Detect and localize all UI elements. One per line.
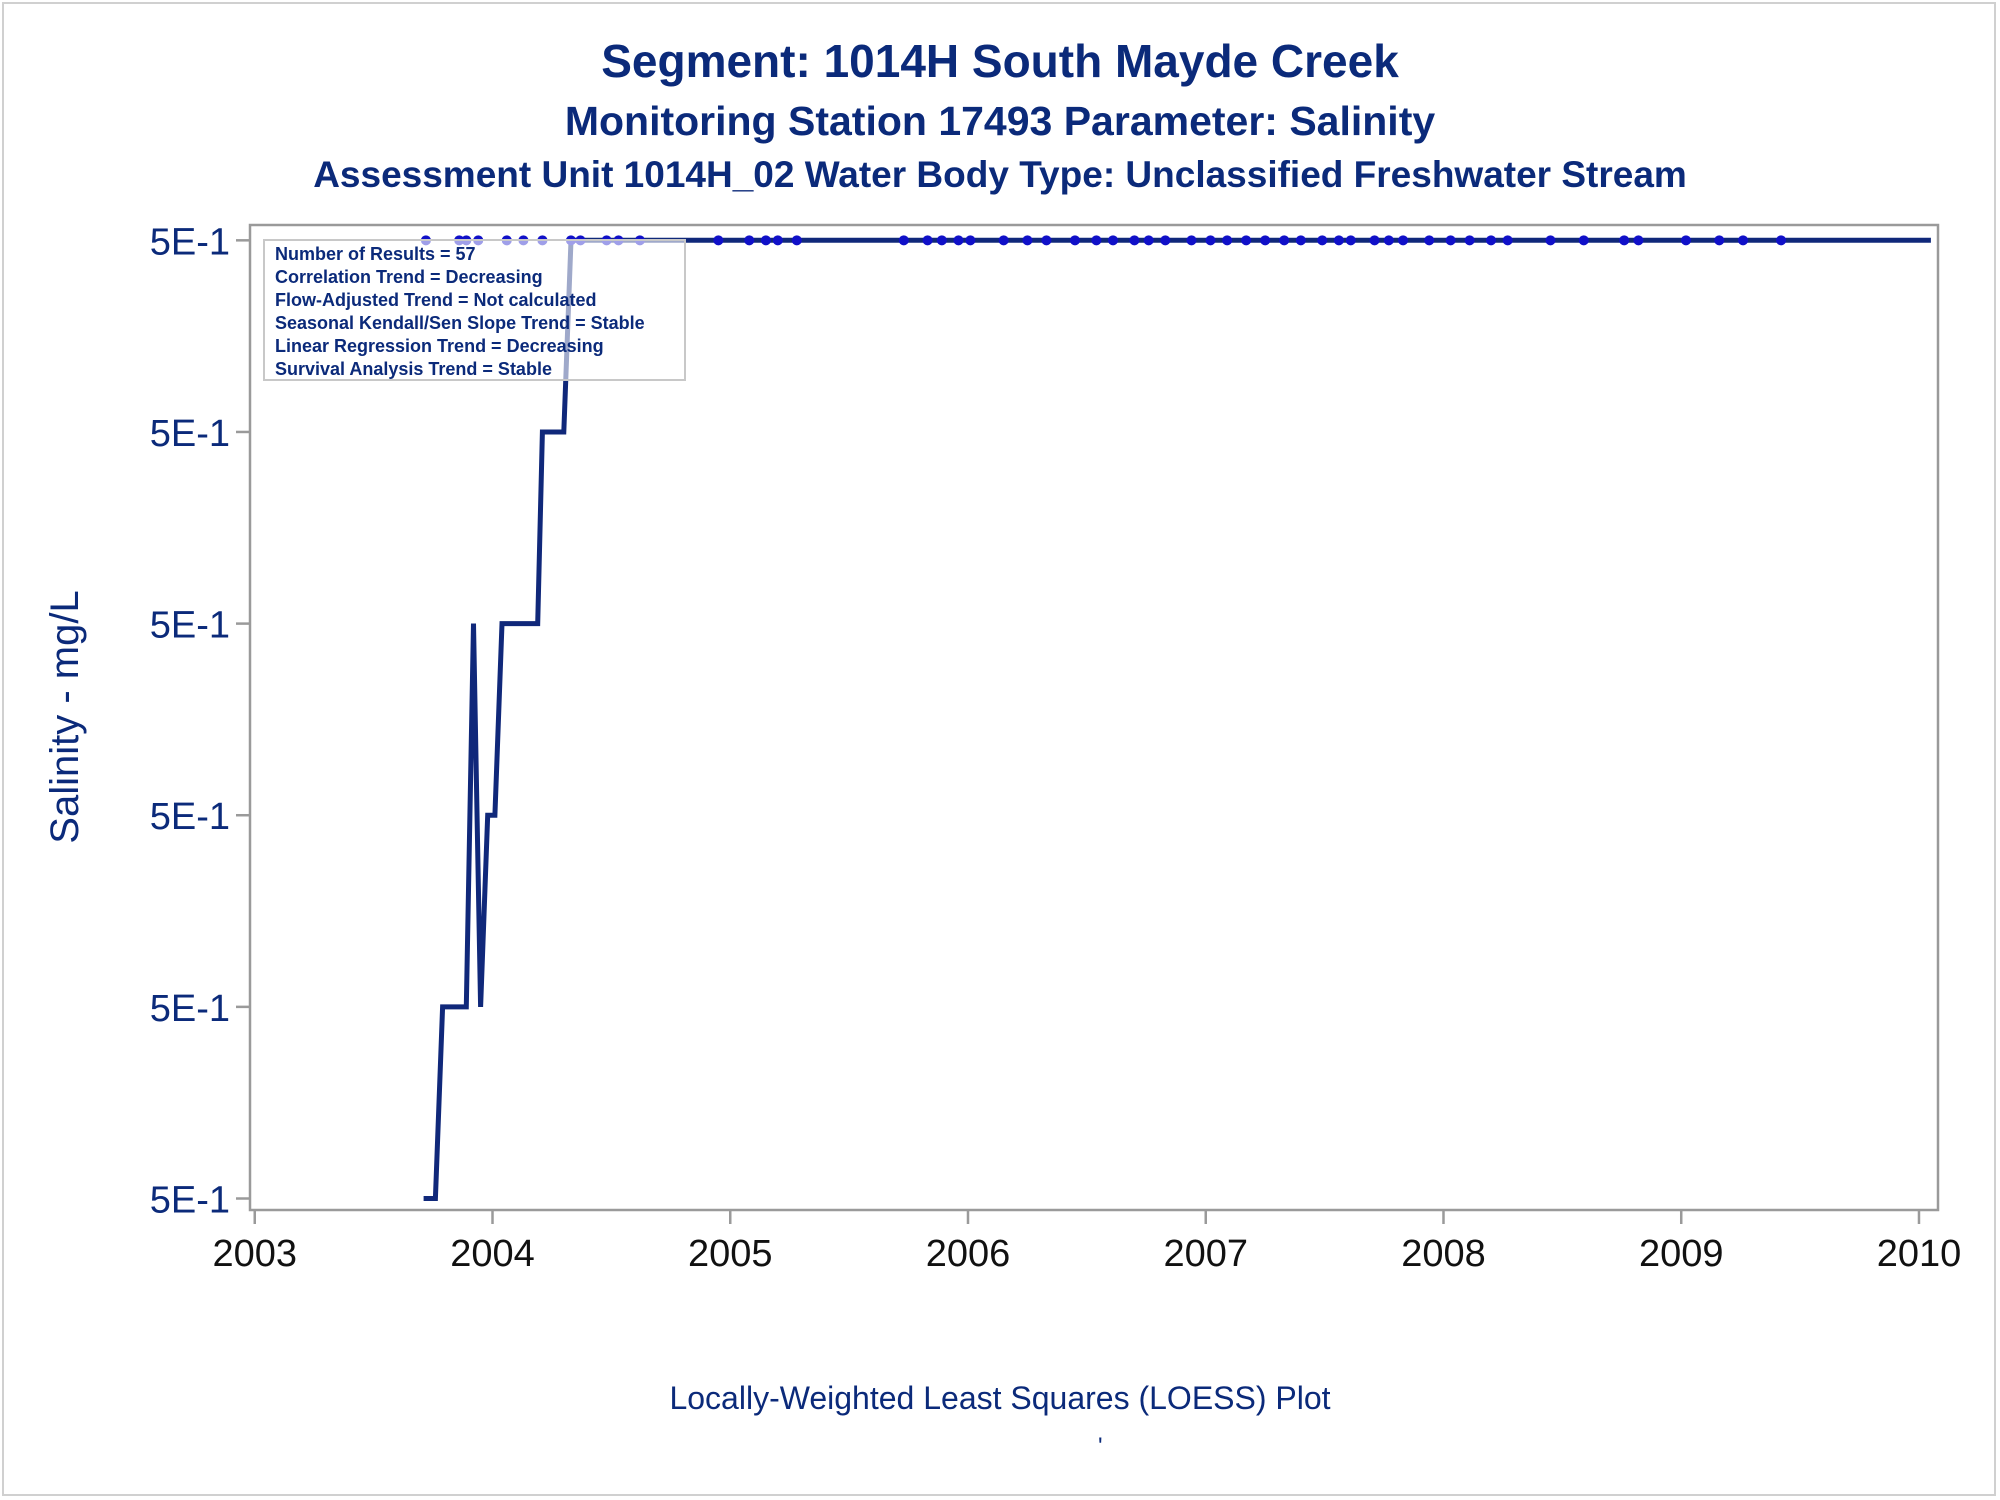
data-point — [1383, 235, 1394, 246]
data-point — [1317, 235, 1328, 246]
data-point — [1041, 235, 1052, 246]
stats-line: Linear Regression Trend = Decreasing — [275, 336, 604, 356]
x-tick-label: 2005 — [688, 1233, 773, 1275]
x-tick-label: 2009 — [1639, 1233, 1724, 1275]
data-point — [1464, 235, 1475, 246]
y-tick-label: 5E-1 — [150, 1180, 230, 1222]
data-point — [1680, 235, 1691, 246]
x-tick-label: 2006 — [926, 1233, 1011, 1275]
chart-title: Segment: 1014H South Mayde Creek — [601, 35, 1399, 87]
stats-line: Number of Results = 57 — [275, 244, 476, 264]
plot-area — [248, 223, 1940, 1212]
x-tick-label: 2003 — [212, 1233, 297, 1275]
data-point — [1345, 235, 1356, 246]
y-tick-label: 5E-1 — [150, 413, 230, 455]
data-point — [1502, 235, 1513, 246]
chart-footnote: Locally-Weighted Least Squares (LOESS) P… — [669, 1380, 1331, 1416]
data-point — [713, 235, 724, 246]
data-point — [1091, 235, 1102, 246]
data-point — [1486, 235, 1497, 246]
trend-statistics-box: Number of Results = 57 Correlation Trend … — [263, 239, 686, 381]
data-point — [998, 235, 1009, 246]
data-point — [1205, 235, 1216, 246]
chart-subtitle: Monitoring Station 17493 Parameter: Sali… — [564, 98, 1436, 144]
data-point — [1241, 235, 1252, 246]
data-point — [1398, 235, 1409, 246]
data-point — [1129, 235, 1140, 246]
data-point — [744, 235, 755, 246]
chart-subtitle-2: Assessment Unit 1014H_02 Water Body Type… — [313, 154, 1687, 195]
data-point — [1279, 235, 1290, 246]
data-point — [965, 235, 976, 246]
stats-line: Seasonal Kendall/Sen Slope Trend = Stabl… — [275, 313, 645, 333]
data-point — [1578, 235, 1589, 246]
data-point — [1776, 235, 1787, 246]
x-axis: 2003 2004 2005 2006 2007 2008 2009 2010 — [212, 1210, 1961, 1275]
y-tick-label: 5E-1 — [150, 988, 230, 1030]
data-point — [922, 235, 933, 246]
data-point — [936, 235, 947, 246]
data-point — [791, 235, 802, 246]
data-point — [1333, 235, 1344, 246]
data-point — [1295, 235, 1306, 246]
data-point — [1633, 235, 1644, 246]
y-axis-label: Salinity - mg/L — [43, 590, 87, 843]
data-point — [760, 235, 771, 246]
data-point — [1143, 235, 1154, 246]
data-point — [953, 235, 964, 246]
data-point — [1022, 235, 1033, 246]
loess-line — [423, 237, 1931, 1201]
y-tick-label: 5E-1 — [150, 605, 230, 647]
stats-line: Flow-Adjusted Trend = Not calculated — [275, 290, 597, 310]
y-axis: 5E-1 5E-1 5E-1 5E-1 5E-1 5E-1 — [150, 221, 250, 1222]
y-tick-label: 5E-1 — [150, 796, 230, 838]
data-point — [772, 235, 783, 246]
data-point — [898, 235, 909, 246]
stats-box-border — [263, 239, 686, 381]
data-point — [1069, 235, 1080, 246]
data-point — [1445, 235, 1456, 246]
x-tick-label: 2010 — [1877, 1233, 1962, 1275]
data-point — [1260, 235, 1271, 246]
data-point — [1108, 235, 1119, 246]
data-point — [1738, 235, 1749, 246]
x-tick-label: 2007 — [1163, 1233, 1248, 1275]
data-point — [1619, 235, 1630, 246]
stats-line: Correlation Trend = Decreasing — [275, 267, 543, 287]
footnote-mark: ' — [1098, 1433, 1103, 1460]
data-point — [1545, 235, 1556, 246]
data-point — [1369, 235, 1380, 246]
data-point — [1424, 235, 1435, 246]
data-point — [1222, 235, 1233, 246]
stats-line: Survival Analysis Trend = Stable — [275, 359, 552, 379]
data-point — [1186, 235, 1197, 246]
y-tick-label: 5E-1 — [150, 221, 230, 263]
data-point — [1160, 235, 1171, 246]
data-point — [1714, 235, 1725, 246]
x-tick-label: 2004 — [450, 1233, 535, 1275]
x-tick-label: 2008 — [1401, 1233, 1486, 1275]
